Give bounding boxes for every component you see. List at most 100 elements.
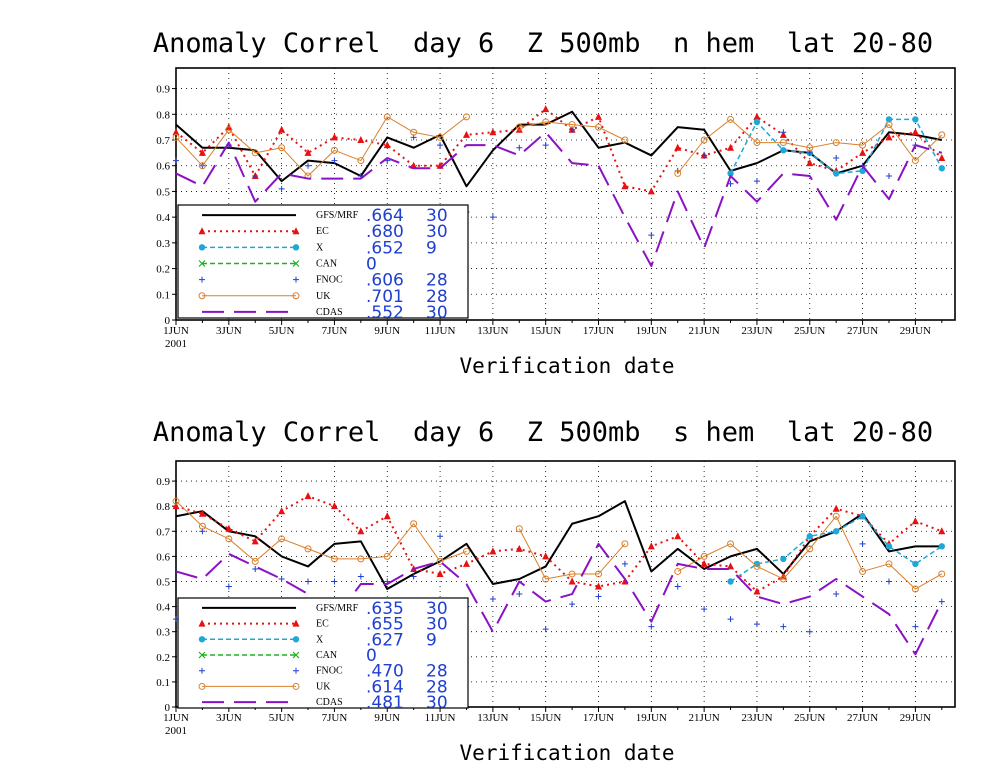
data-point xyxy=(753,178,760,185)
x-tick-label: 9JUN xyxy=(374,325,400,337)
legend-score: .635 xyxy=(366,599,404,619)
x-year-label: 2001 xyxy=(165,338,187,350)
data-point xyxy=(832,504,840,512)
chart-panel-2: Anomaly Correl day 6 Z 500mb s hem lat 2… xyxy=(153,417,956,765)
legend-marker xyxy=(198,292,206,300)
data-point xyxy=(700,559,708,567)
y-tick-label: 0.6 xyxy=(156,551,170,563)
legend-series-name: GFS/MRF xyxy=(316,210,359,221)
data-point xyxy=(779,575,787,583)
data-point xyxy=(912,560,919,568)
x-tick-label: 9JUN xyxy=(374,712,400,724)
data-point xyxy=(225,524,233,532)
y-tick-label: 0.5 xyxy=(156,186,170,198)
chart-panel-1: Anomaly Correl day 6 Z 500mb n hem lat 2… xyxy=(153,28,956,378)
data-point xyxy=(885,121,893,129)
y-tick-label: 0.9 xyxy=(156,84,170,96)
x-tick-label: 27JUN xyxy=(847,325,878,337)
data-point xyxy=(727,578,734,585)
data-point xyxy=(542,626,549,633)
data-point xyxy=(701,152,708,159)
y-tick-label: 0.4 xyxy=(156,212,170,224)
series-line xyxy=(175,116,467,177)
data-point xyxy=(462,130,470,138)
data-point xyxy=(252,565,259,572)
legend-series-name: GFS/MRF xyxy=(316,603,359,614)
grid-lines xyxy=(176,461,955,707)
legend-score: .614 xyxy=(366,677,404,697)
y-tick-label: 0.4 xyxy=(156,602,170,614)
x-axis-label: Verification date xyxy=(460,741,675,765)
legend-score: 0 xyxy=(366,646,377,666)
legend-count: 28 xyxy=(426,662,448,682)
data-point xyxy=(938,527,946,535)
data-point xyxy=(172,133,180,141)
x-tick-label: 25JUN xyxy=(794,325,825,337)
data-point xyxy=(859,540,866,547)
data-point xyxy=(912,116,919,123)
data-point xyxy=(911,157,919,165)
legend-marker xyxy=(292,682,300,690)
data-point xyxy=(278,144,286,152)
legend-marker xyxy=(198,636,206,643)
data-point xyxy=(251,149,259,157)
data-point xyxy=(859,141,867,149)
y-tick-label: 0 xyxy=(165,702,171,714)
x-tick-label: 17JUN xyxy=(583,712,614,724)
data-point xyxy=(806,533,813,540)
data-point xyxy=(621,560,628,567)
x-tick-label: 13JUN xyxy=(477,712,508,724)
data-point xyxy=(357,573,364,580)
series-line xyxy=(677,118,943,174)
data-point xyxy=(885,173,892,179)
series-line xyxy=(175,500,942,591)
chart-title: Anomaly Correl day 6 Z 500mb s hem lat 2… xyxy=(153,417,933,448)
data-point xyxy=(885,116,893,123)
data-point xyxy=(437,142,444,149)
data-point xyxy=(700,552,708,560)
legend-score: .680 xyxy=(366,222,404,242)
data-point xyxy=(410,520,418,528)
x-tick-label: 5JUN xyxy=(269,325,295,337)
data-point xyxy=(330,555,338,563)
data-point xyxy=(489,596,496,603)
legend-count: 30 xyxy=(426,303,448,323)
series-x xyxy=(727,116,945,177)
y-tick-label: 0.3 xyxy=(156,238,170,250)
legend: GFS/MRF .635 30 EC .655 30 X .627 9 CAN 0 FNOC .470 2… xyxy=(177,597,469,713)
legend-marker xyxy=(293,276,299,283)
data-point xyxy=(727,540,735,548)
data-point xyxy=(225,535,233,543)
data-point xyxy=(779,139,787,147)
series-line xyxy=(175,500,467,562)
legend-marker xyxy=(292,227,300,235)
plot-frame xyxy=(175,67,956,321)
x-tick-label: 17JUN xyxy=(583,325,614,337)
data-point xyxy=(806,144,814,152)
data-point xyxy=(912,623,919,630)
data-point xyxy=(595,593,602,600)
data-point xyxy=(515,125,523,133)
data-point xyxy=(859,148,867,156)
data-point xyxy=(753,112,761,120)
x-tick-label: 1JUN xyxy=(163,712,189,724)
series-cdas xyxy=(175,131,943,267)
data-point xyxy=(780,129,787,136)
series-fnoc xyxy=(173,528,945,635)
data-point xyxy=(225,583,232,590)
data-point xyxy=(621,182,629,190)
data-point xyxy=(938,570,946,578)
data-point xyxy=(330,502,338,510)
legend-count: 28 xyxy=(426,287,448,307)
y-tick-label: 0.6 xyxy=(156,161,170,173)
y-tick-label: 0 xyxy=(165,315,171,327)
data-point xyxy=(938,165,945,172)
series-line xyxy=(175,495,943,593)
data-point xyxy=(542,552,550,560)
data-point xyxy=(542,105,550,113)
legend-series-name: CAN xyxy=(316,650,337,661)
legend-marker xyxy=(292,260,300,267)
data-point xyxy=(806,545,814,553)
legend-series-name: CDAS xyxy=(316,697,343,708)
